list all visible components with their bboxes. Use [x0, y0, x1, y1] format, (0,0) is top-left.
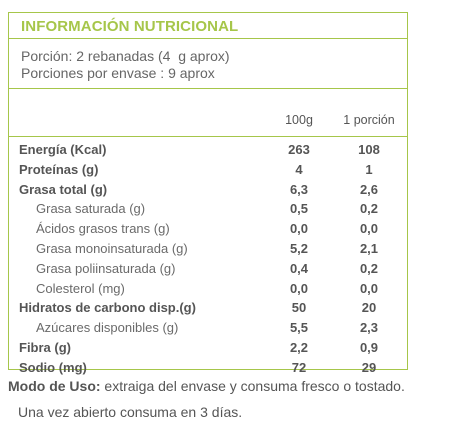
value-100g: 0,5: [289, 201, 309, 217]
nutrient-name: Energía (Kcal): [19, 142, 107, 157]
value-100g: 0,0: [289, 280, 309, 296]
title-bar: INFORMACIÓN NUTRICIONAL: [9, 13, 407, 39]
nutrient-row: Grasa poliinsaturada (g) 0,4 0,2: [9, 260, 407, 280]
value-portion: 108: [358, 142, 380, 157]
value-portion: 29: [361, 359, 377, 375]
nutrient-row: Grasa saturada (g) 0,5 0,2: [9, 200, 407, 220]
nutrient-name: Azúcares disponibles (g): [36, 320, 179, 336]
nutrient-row: Colesterol (mg) 0,0 0,0: [9, 280, 407, 300]
usage-label: Modo de Uso:: [8, 378, 101, 394]
value-100g: 50: [291, 300, 307, 316]
nutrient-row: Sodio (mg) 72 29: [9, 359, 407, 379]
value-100g: 5,2: [289, 240, 309, 256]
nutrient-name: Sodio (mg): [19, 359, 87, 375]
nutrient-name: Proteínas (g): [19, 161, 99, 177]
nutrient-row: Hidratos de carbono disp.(g) 50 20: [9, 299, 407, 319]
value-portion: 20: [361, 300, 377, 316]
value-100g: 6,3: [289, 181, 309, 197]
value-portion: 1: [365, 161, 373, 177]
serving-size: Porción: 2 rebanadas (4 g aprox): [21, 48, 230, 64]
value-100g: 72: [291, 359, 307, 375]
value-100g: 0,0: [289, 221, 309, 237]
nutrient-row: Grasa total (g) 6,3 2,6: [9, 181, 407, 201]
value-portion: 0,0: [359, 280, 379, 296]
nutrient-row: Ácidos grasos trans (g) 0,0 0,0: [9, 220, 407, 240]
value-100g: 4: [295, 161, 303, 177]
storage-note: Una vez abierto consuma en 3 días.: [18, 404, 243, 420]
usage-text: extraiga del envase y consuma fresco o t…: [100, 378, 405, 394]
nutrient-name: Grasa saturada (g): [36, 201, 146, 217]
value-portion: 0,2: [359, 201, 379, 217]
nutrient-rows: Energía (Kcal) 263 108 Proteínas (g) 4 1 Grasa…: [9, 141, 407, 379]
usage-instructions: Modo de Uso: extraiga del envase y consu…: [8, 378, 405, 394]
nutrient-row: Azúcares disponibles (g) 5,5 2,3: [9, 319, 407, 339]
nutrient-name: Grasa total (g): [19, 181, 108, 197]
column-header-portion: 1 porción: [343, 113, 395, 127]
serving-info: Porción: 2 rebanadas (4 g aprox) Porcion…: [9, 39, 407, 89]
value-100g: 263: [288, 142, 310, 157]
value-100g: 0,4: [289, 260, 309, 276]
value-portion: 2,3: [359, 320, 379, 336]
nutrient-row: Proteínas (g) 4 1: [9, 161, 407, 181]
nutrient-name: Fibra (g): [19, 339, 71, 355]
nutrient-row: Energía (Kcal) 263 108: [9, 141, 407, 161]
nutrient-row: Fibra (g) 2,2 0,9: [9, 339, 407, 359]
value-portion: 2,6: [359, 181, 379, 197]
value-100g: 2,2: [289, 339, 309, 355]
value-100g: 5,5: [289, 320, 309, 336]
value-portion: 2,1: [359, 240, 379, 256]
nutrition-facts-panel: INFORMACIÓN NUTRICIONAL Porción: 2 reban…: [8, 12, 408, 375]
panel-title: INFORMACIÓN NUTRICIONAL: [21, 18, 239, 35]
nutrient-name: Grasa monoinsaturada (g): [36, 240, 188, 256]
value-portion: 0,0: [359, 221, 379, 237]
nutrient-name: Colesterol (mg): [36, 280, 125, 296]
value-portion: 0,9: [359, 339, 379, 355]
column-headers: 100g 1 porción: [9, 89, 407, 137]
servings-per-container: Porciones por envase : 9 aprox: [21, 65, 215, 81]
nutrient-name: Grasa poliinsaturada (g): [36, 260, 176, 276]
value-portion: 0,2: [359, 260, 379, 276]
nutrient-name: Hidratos de carbono disp.(g): [19, 300, 196, 316]
column-header-100g: 100g: [285, 113, 313, 127]
nutrient-row: Grasa monoinsaturada (g) 5,2 2,1: [9, 240, 407, 260]
nutrient-name: Ácidos grasos trans (g): [36, 221, 170, 237]
